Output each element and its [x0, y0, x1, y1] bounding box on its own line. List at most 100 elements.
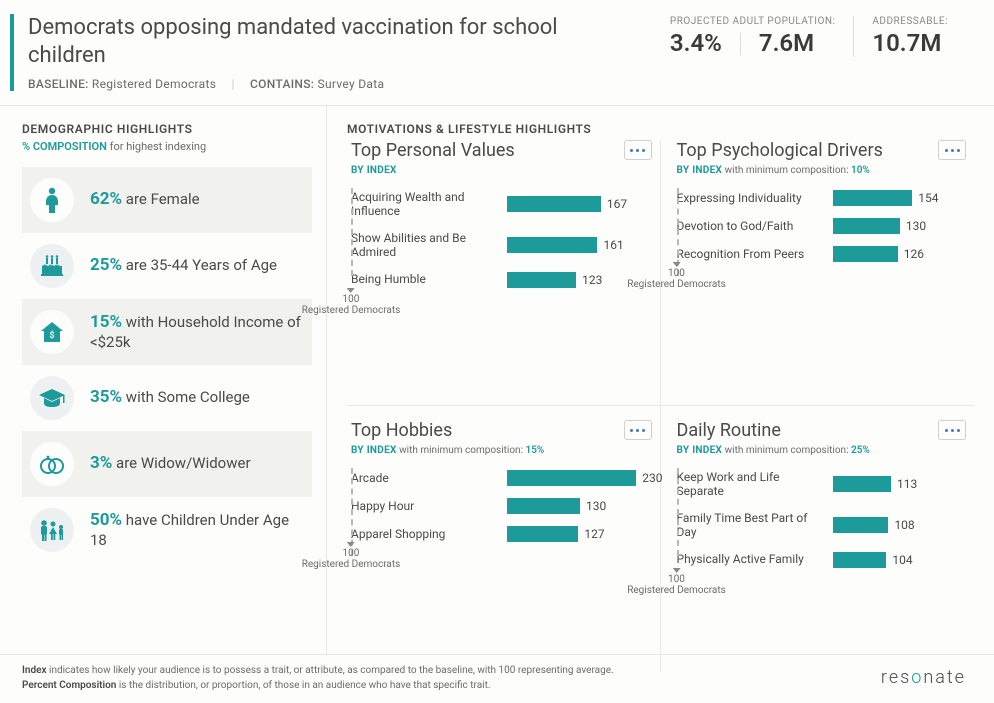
by-index-label: BY INDEX — [351, 165, 397, 176]
bar-label: Arcade — [351, 471, 507, 485]
bar-track: 130 — [833, 218, 963, 234]
baseline-value: 100 — [627, 574, 726, 585]
footnote-composition-label: Percent Composition — [22, 680, 116, 691]
panel-subtitle: BY INDEX — [351, 165, 648, 176]
bar-row: Arcade230 — [351, 470, 648, 486]
baseline-value: 100 — [627, 268, 726, 279]
bar-value: 123 — [582, 272, 602, 288]
accent-bar — [10, 14, 14, 91]
by-index-label: BY INDEX — [351, 445, 397, 456]
demographics-list: 62% are Female 25% are 35-44 Years of Age… — [22, 167, 312, 563]
bar-row: Devotion to God/Faith130 — [677, 218, 963, 234]
bar-fill — [833, 190, 913, 206]
bar-label: Recognition From Peers — [677, 247, 833, 261]
demographic-desc: are Widow/Widower — [112, 454, 250, 472]
header-meta: BASELINE: Registered Democrats | CONTAIN… — [28, 77, 652, 91]
baseline-marker: 100Registered Democrats — [302, 542, 401, 570]
svg-text:$: $ — [49, 330, 54, 341]
bar-label: Acquiring Wealth and Influence — [351, 190, 507, 219]
demographic-desc: with Household Income of <$25k — [90, 313, 301, 351]
baseline-arrow-icon — [347, 542, 355, 547]
page-header: Democrats opposing mandated vaccination … — [0, 0, 994, 106]
stat-projected-count: 7.6M — [759, 29, 814, 57]
sub-rest: with minimum composition: — [722, 445, 851, 456]
demographic-text: 35% with Some College — [90, 387, 250, 408]
stat-projected-label: PROJECTED ADULT POPULATION: — [670, 16, 835, 27]
bar-row: Happy Hour130 — [351, 498, 648, 514]
bar-track: 113 — [833, 476, 963, 492]
more-options-button[interactable] — [624, 140, 652, 160]
demographic-pct: 3% — [90, 453, 112, 473]
house-dollar-icon: $ — [30, 310, 74, 354]
header-left: Democrats opposing mandated vaccination … — [28, 14, 652, 91]
bar-row: Physically Active Family104 — [677, 552, 963, 568]
baseline-label: BASELINE: — [28, 77, 89, 91]
bar-value: 161 — [603, 237, 623, 253]
baseline-value: Registered Democrats — [92, 77, 216, 91]
demographic-item: 25% are 35-44 Years of Age — [22, 233, 312, 299]
baseline-arrow-icon — [672, 262, 680, 267]
family-icon — [30, 508, 74, 552]
bar-value: 230 — [642, 470, 662, 486]
chart-panel: Daily Routine BY INDEX with minimum compo… — [661, 406, 975, 672]
demographic-text: 15% with Household Income of <$25k — [90, 312, 304, 352]
more-options-button[interactable] — [938, 140, 966, 160]
panel-title: Top Personal Values — [351, 140, 648, 161]
stat-divider — [740, 33, 741, 55]
bar-label: Apparel Shopping — [351, 527, 507, 541]
header-stats: PROJECTED ADULT POPULATION: 3.4% 7.6M AD… — [652, 14, 966, 91]
bar-label: Being Humble — [351, 272, 507, 286]
demographic-item: 3% are Widow/Widower — [22, 431, 312, 497]
bar-track: 167 — [507, 196, 648, 212]
panel-title: Daily Routine — [677, 420, 963, 441]
demographic-pct: 15% — [90, 312, 122, 332]
baseline-marker: 100Registered Democrats — [302, 288, 401, 316]
baseline-arrow-icon — [347, 288, 355, 293]
demographic-pct: 50% — [90, 510, 122, 530]
more-options-button[interactable] — [624, 420, 652, 440]
bar-value: 127 — [584, 526, 604, 542]
bar-track: 161 — [507, 237, 648, 253]
bar-label: Family Time Best Part of Day — [677, 511, 833, 540]
demographics-subline: % COMPOSITION for highest indexing — [22, 140, 312, 153]
baseline-marker: 100Registered Democrats — [627, 568, 726, 596]
bar-chart: Arcade230 Happy Hour130 Apparel Shopping 12… — [351, 470, 648, 542]
bar-value: 154 — [918, 190, 938, 206]
body: DEMOGRAPHIC HIGHLIGHTS % COMPOSITION for… — [0, 106, 994, 654]
stat-addressable-value: 10.7M — [872, 29, 948, 57]
by-index-label: BY INDEX — [677, 445, 723, 456]
bar-fill — [507, 272, 576, 288]
panel-subtitle: BY INDEX with minimum composition: 10% — [677, 165, 963, 176]
demographic-item: 50% have Children Under Age 18 — [22, 497, 312, 563]
panel-subtitle: BY INDEX with minimum composition: 25% — [677, 445, 963, 456]
bar-track: 127 — [507, 526, 648, 542]
bar-row: Being Humble 123 — [351, 272, 648, 288]
bar-label: Show Abilities and Be Admired — [351, 231, 507, 260]
meta-separator: | — [232, 77, 235, 91]
demographic-desc: are 35-44 Years of Age — [122, 256, 277, 274]
baseline-label: Registered Democrats — [302, 559, 401, 570]
bar-fill — [833, 476, 892, 492]
bar-chart: Acquiring Wealth and Influence167 Show Ab… — [351, 190, 648, 288]
composition-label: % COMPOSITION — [22, 140, 107, 153]
demographic-text: 62% are Female — [90, 189, 200, 210]
footnote-index-label: Index — [22, 665, 47, 676]
panels-grid: Top Personal Values BY INDEX Acquiring Wea… — [347, 140, 974, 672]
female-icon — [30, 178, 74, 222]
bar-row: Show Abilities and Be Admired 161 — [351, 231, 648, 260]
baseline-value: 100 — [302, 548, 401, 559]
rings-icon — [30, 442, 74, 486]
bar-label: Happy Hour — [351, 499, 507, 513]
bar-fill — [833, 246, 898, 262]
stat-addressable-label: ADDRESSABLE: — [872, 16, 948, 27]
demographic-item: $15% with Household Income of <$25k — [22, 299, 312, 365]
motivations-column: MOTIVATIONS & LIFESTYLE HIGHLIGHTS Top P… — [326, 106, 994, 654]
min-composition: 15% — [525, 445, 544, 456]
bar-value: 108 — [894, 517, 914, 533]
demographic-desc: are Female — [122, 190, 200, 208]
min-composition: 25% — [851, 445, 870, 456]
chart-panel: Top Personal Values BY INDEX Acquiring Wea… — [347, 140, 661, 406]
baseline-label: Registered Democrats — [302, 305, 401, 316]
more-options-button[interactable] — [938, 420, 966, 440]
bar-row: Keep Work and Life Separate113 — [677, 470, 963, 499]
